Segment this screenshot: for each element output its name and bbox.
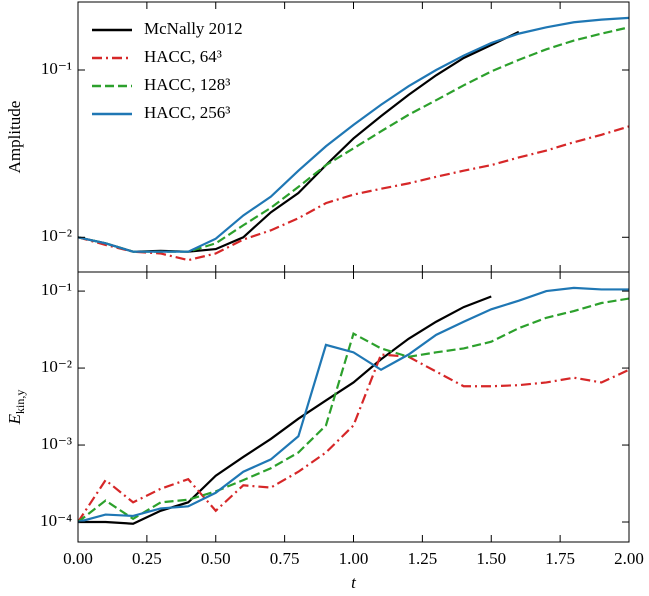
y-tick-label: 10⁻² [41,226,72,245]
x-tick-label: 1.75 [545,549,575,568]
x-axis-label: t [351,573,357,592]
x-tick-label: 0.25 [132,549,162,568]
x-tick-label: 0.75 [270,549,300,568]
x-tick-label: 0.00 [63,549,93,568]
x-tick-label: 1.00 [339,549,369,568]
y-tick-label: 10⁻⁴ [40,511,72,530]
legend-label: HACC, 128³ [144,75,230,94]
plot-frame [77,271,630,543]
y-label-main: E [5,413,24,425]
series-line [78,353,629,523]
x-tick-label: 2.00 [614,549,644,568]
legend-label: HACC, 256³ [144,103,230,122]
y-axis-label: Amplitude [5,101,24,174]
legend-label: McNally 2012 [144,19,243,38]
series-line [78,295,492,525]
series-line [78,297,629,523]
series-line [78,286,629,524]
y-tick-label: 10⁻³ [41,434,72,453]
y-tick-label: 10⁻² [41,357,72,376]
y-label-sub: kin,y [13,390,27,414]
y-tick-label: 10⁻¹ [41,280,72,299]
y-axis-label: Ekin,y [5,390,27,426]
x-tick-label: 0.50 [201,549,231,568]
legend-label: HACC, 64³ [144,47,222,66]
series-line [78,125,629,262]
x-tick-label: 1.25 [408,549,438,568]
x-tick-label: 1.50 [476,549,506,568]
series-line [78,16,629,253]
y-tick-label: 10⁻¹ [41,59,72,78]
